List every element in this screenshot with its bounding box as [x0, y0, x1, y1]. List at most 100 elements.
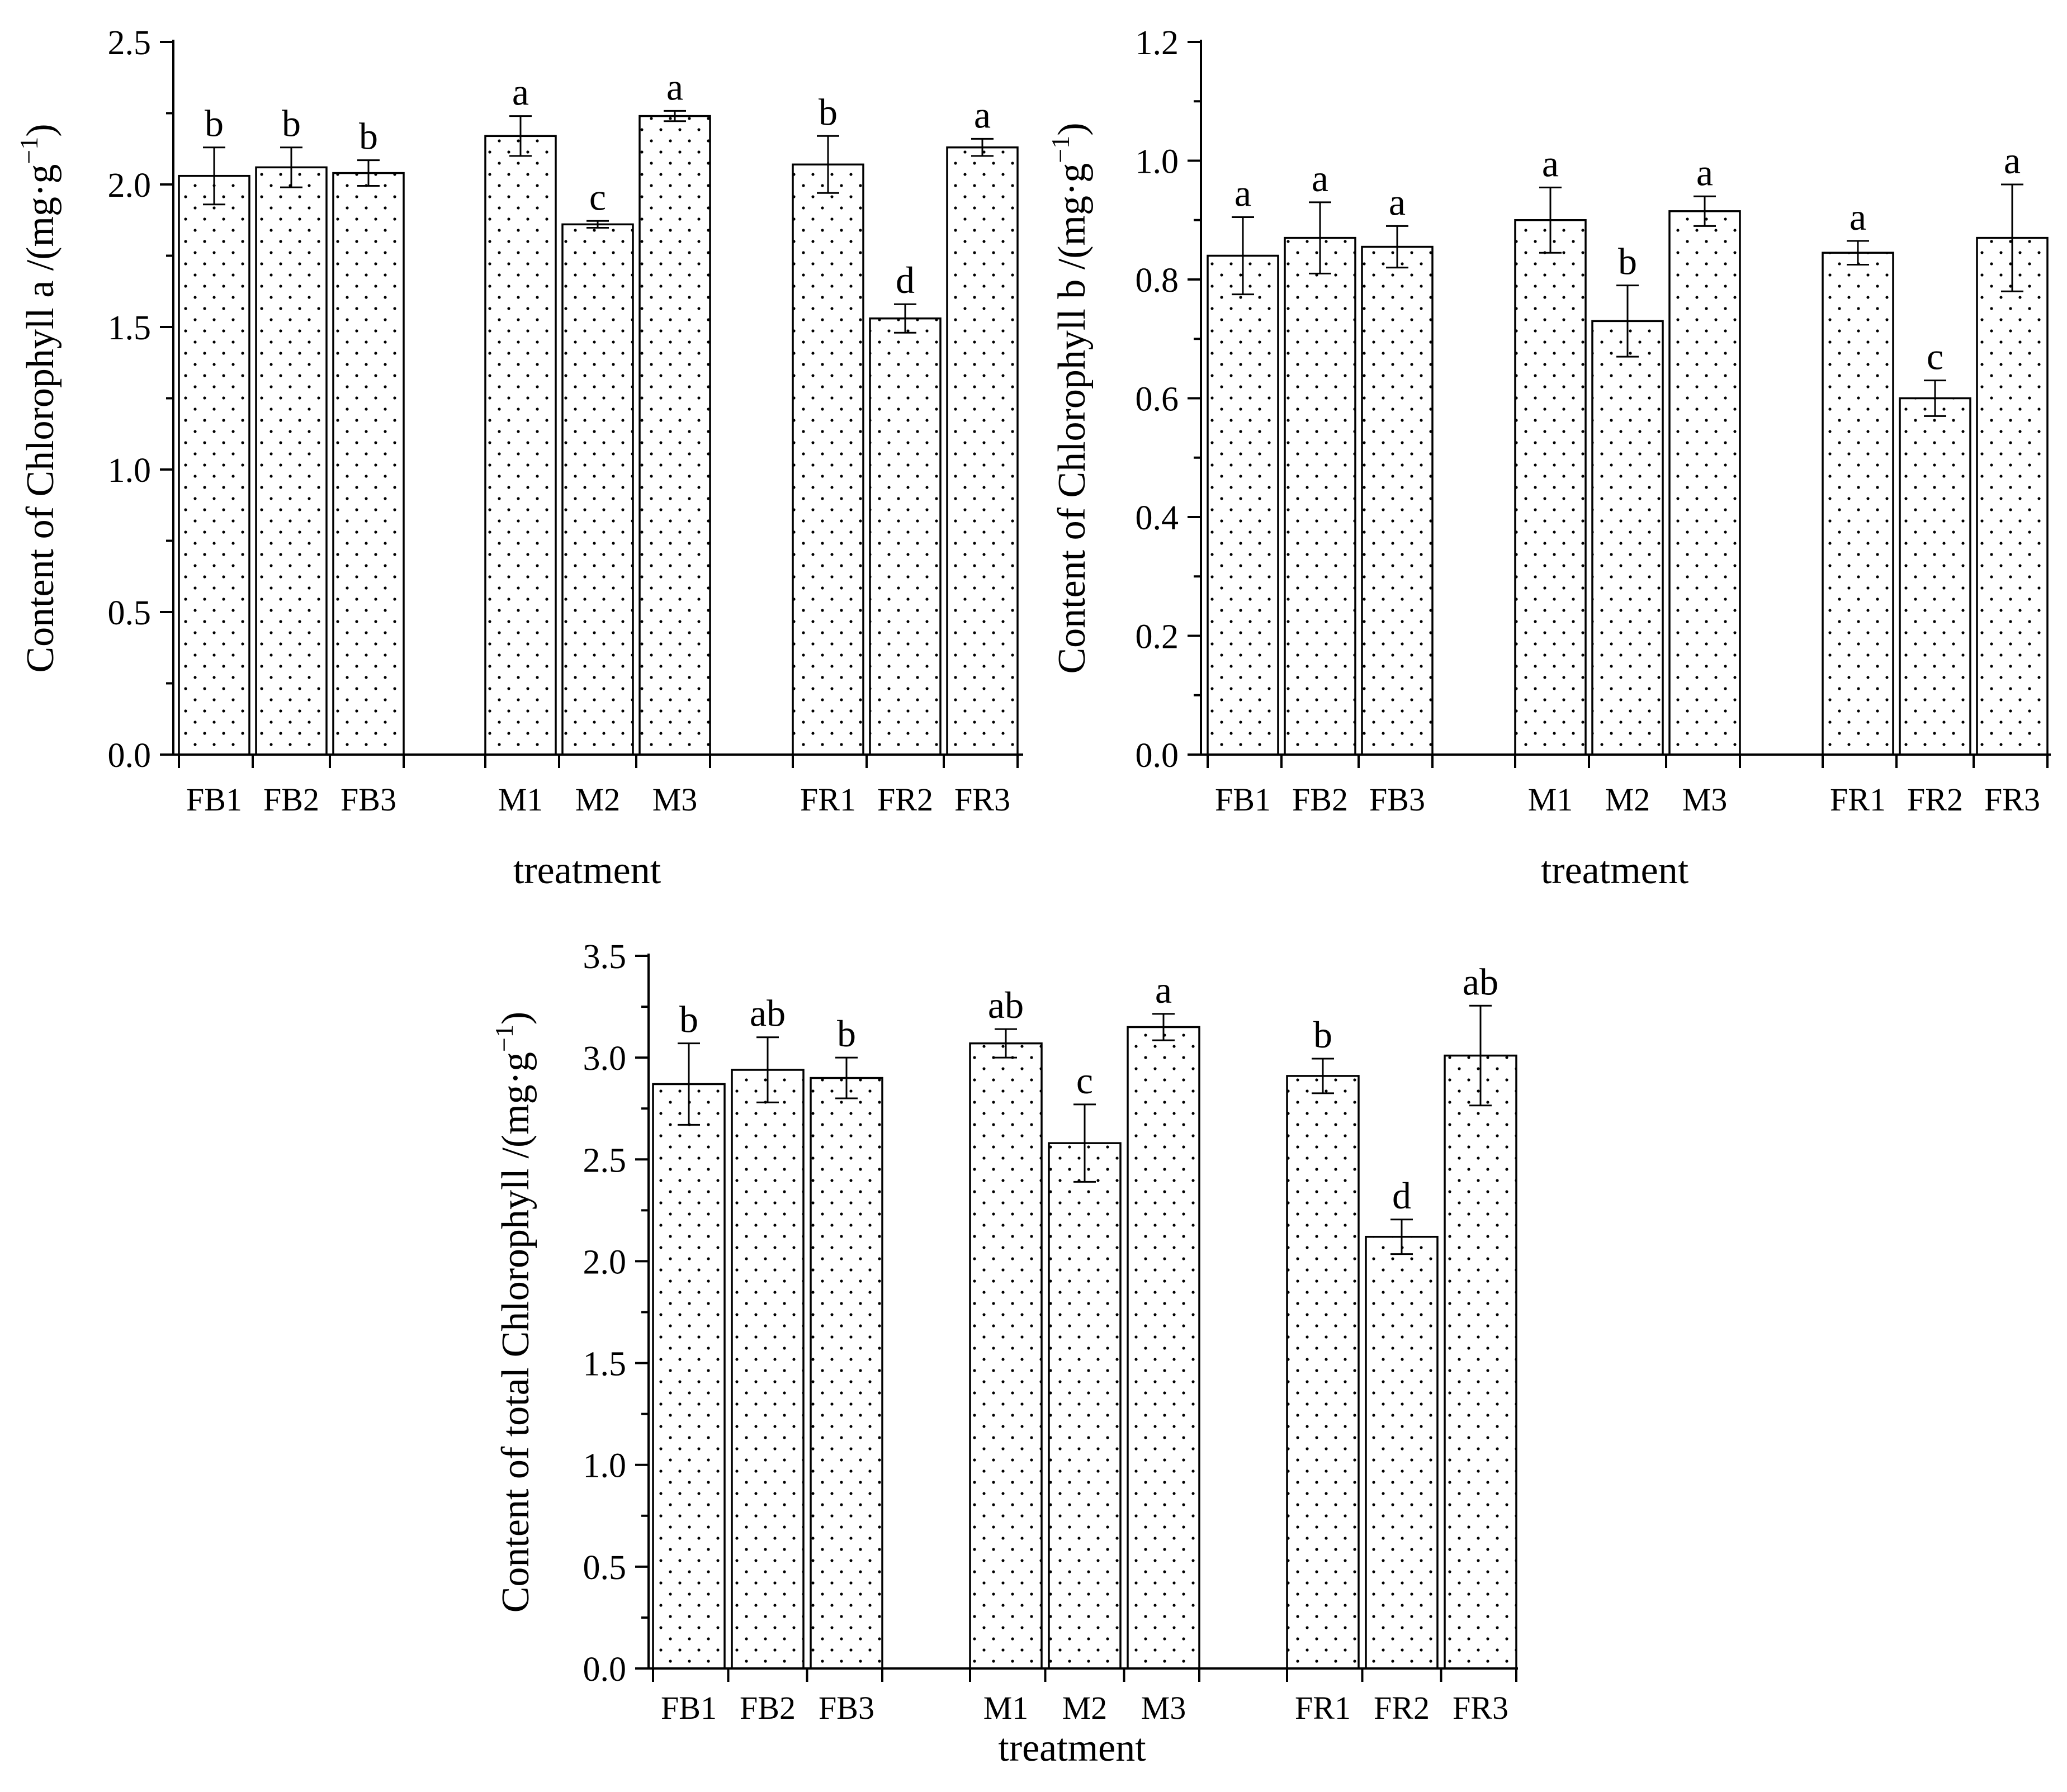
- y-axis-title-superscript: −1: [15, 137, 43, 164]
- significance-letter: c: [1076, 1059, 1093, 1102]
- x-axis-title: treatment: [998, 1727, 1146, 1770]
- y-tick-label: 0.0: [1136, 737, 1179, 775]
- y-axis-title-main: Content of Chlorophyll a /(mg·g: [19, 164, 62, 673]
- significance-letter: a: [666, 65, 683, 108]
- bar-m1: [1514, 219, 1587, 756]
- y-axis-title-main: Content of Chlorophyll b /(mg·g: [1051, 163, 1094, 674]
- bar-fr1: [792, 163, 864, 756]
- x-category-label: FB3: [1369, 781, 1425, 818]
- bar-m1: [484, 135, 557, 756]
- x-category-label: M2: [1062, 1690, 1108, 1726]
- y-axis-title-close: ): [494, 1012, 537, 1025]
- y-tick-label: 0.2: [1136, 618, 1179, 656]
- y-tick-label: 0.5: [108, 594, 152, 632]
- x-category-label: M3: [1682, 781, 1728, 818]
- bar-fb3: [810, 1077, 883, 1670]
- bar-m2: [561, 223, 634, 756]
- x-category-label: FB1: [1215, 781, 1271, 818]
- chart-panel-1: 0.0 0.5 1.0 1.5 2.0 2.5 b FB1 b FB2 b FB3 a M1 c M2 a M3 b…: [15, 24, 1023, 892]
- y-axis-title: Content of total Chlorophyll /(mg·g−1): [490, 1012, 537, 1613]
- significance-letter: b: [1313, 1013, 1332, 1056]
- bar-fb3: [1361, 245, 1434, 756]
- x-category-label: FR3: [1453, 1690, 1508, 1726]
- y-tick-label: 3.0: [583, 1040, 627, 1078]
- y-axis-title-close: ): [1051, 122, 1094, 135]
- significance-letter: a: [1696, 151, 1713, 193]
- bar-fr3: [946, 146, 1019, 756]
- bar-fb2: [255, 166, 328, 756]
- bar-fb1: [1207, 254, 1279, 756]
- x-category-label: M1: [983, 1690, 1029, 1726]
- y-tick-label: 2.5: [108, 24, 152, 62]
- y-tick-label: 0.4: [1136, 499, 1179, 537]
- significance-letter: a: [2004, 139, 2021, 182]
- y-tick-label: 1.5: [583, 1345, 627, 1383]
- significance-letter: a: [512, 71, 529, 113]
- bar-fr3: [1444, 1054, 1517, 1670]
- significance-letter: a: [1389, 181, 1406, 223]
- y-axis-title-main: Content of total Chlorophyll /(mg·g: [494, 1052, 537, 1613]
- y-tick-label: 0.0: [108, 737, 152, 775]
- x-category-label: FB2: [1292, 781, 1348, 818]
- x-category-label: M1: [1528, 781, 1573, 818]
- bar-fb2: [731, 1069, 805, 1670]
- chart-panel-3: 0.00.51.01.52.02.53.03.5bFB1abFB2bFB3abM…: [490, 938, 1518, 1770]
- y-tick-label: 3.5: [583, 938, 627, 976]
- y-tick-label: 0.8: [1136, 262, 1179, 300]
- y-tick-label: 0.0: [583, 1651, 627, 1689]
- significance-letter: b: [282, 102, 301, 145]
- y-tick-label: 1.0: [108, 452, 152, 490]
- x-category-label: FR3: [954, 781, 1010, 818]
- significance-letter: d: [1392, 1174, 1411, 1217]
- significance-letter: ab: [988, 984, 1024, 1026]
- x-category-label: FB3: [819, 1690, 874, 1726]
- bar-fr2: [1899, 397, 1971, 756]
- y-tick-label: 1.0: [1136, 143, 1179, 181]
- significance-letter: ab: [1463, 960, 1498, 1003]
- x-category-label: FB2: [263, 781, 319, 818]
- x-category-label: M2: [575, 781, 621, 818]
- significance-letter: b: [837, 1012, 856, 1055]
- x-category-label: FR2: [877, 781, 933, 818]
- bar-m1: [969, 1042, 1043, 1670]
- y-tick-label: 2.0: [583, 1243, 627, 1281]
- significance-letter: c: [589, 176, 606, 218]
- y-axis-title-superscript: −1: [490, 1025, 518, 1052]
- x-category-label: FB2: [740, 1690, 796, 1726]
- y-axis-title-superscript: −1: [1046, 136, 1075, 163]
- significance-letter: ab: [750, 992, 786, 1035]
- x-category-label: FB1: [661, 1690, 717, 1726]
- significance-letter: b: [679, 998, 698, 1041]
- x-category-label: FR1: [1295, 1690, 1351, 1726]
- significance-letter: a: [974, 93, 991, 136]
- bar-m2: [1591, 320, 1664, 756]
- bar-fr1: [1286, 1075, 1360, 1670]
- significance-letter: b: [819, 91, 838, 133]
- x-axis-title: treatment: [513, 849, 661, 892]
- bar-fb2: [1284, 236, 1356, 756]
- chart-panel-2: 0.0 0.2 0.4 0.6 0.8 1.0 1.2 a FB1 a FB2 a FB3 a M1 b M2 a…: [1046, 24, 2051, 892]
- y-tick-label: 2.5: [583, 1141, 627, 1179]
- y-tick-label: 1.5: [108, 309, 152, 347]
- x-category-label: FR3: [1984, 781, 2040, 818]
- x-category-label: M2: [1605, 781, 1650, 818]
- x-category-label: FR2: [1907, 781, 1963, 818]
- y-tick-label: 0.6: [1136, 381, 1179, 419]
- y-tick-label: 2.0: [108, 167, 152, 205]
- y-axis-title-close: ): [19, 124, 62, 136]
- significance-letter: b: [1618, 240, 1637, 283]
- y-tick-label: 1.2: [1136, 24, 1179, 62]
- significance-letter: b: [205, 102, 224, 145]
- y-axis-title: Content of Chlorophyll b /(mg·g−1): [1046, 122, 1094, 674]
- significance-letter: b: [359, 115, 378, 158]
- x-category-label: FR1: [800, 781, 856, 818]
- x-category-label: FR2: [1374, 1690, 1430, 1726]
- significance-letter: a: [1155, 969, 1172, 1011]
- significance-letter: d: [896, 259, 915, 301]
- bar-m3: [1668, 210, 1741, 756]
- significance-letter: a: [1542, 142, 1559, 184]
- x-category-label: M1: [498, 781, 543, 818]
- bar-fb1: [652, 1083, 726, 1670]
- bar-fr1: [1822, 252, 1894, 756]
